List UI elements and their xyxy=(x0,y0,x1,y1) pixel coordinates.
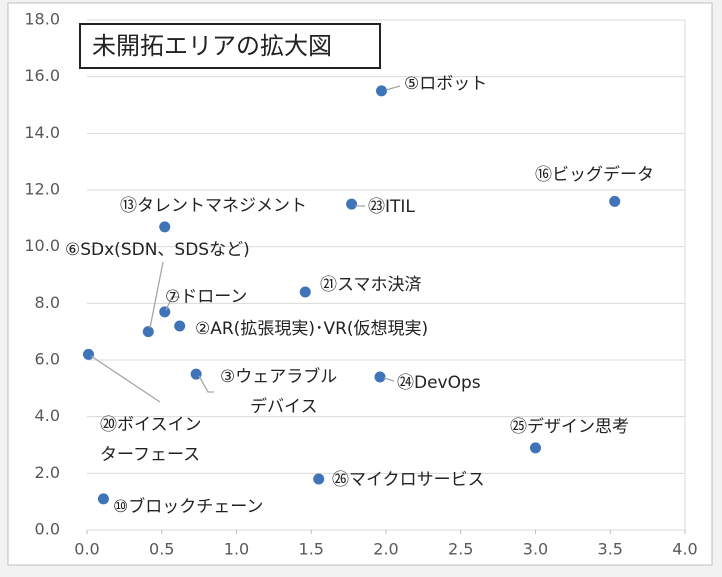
point xyxy=(609,195,621,207)
point-label: ⑬タレントマネジメント xyxy=(120,196,307,216)
x-tick-label: 4.0 xyxy=(672,540,697,559)
y-tick-label: 14.0 xyxy=(24,123,60,142)
chart-frame xyxy=(7,2,713,566)
point xyxy=(313,473,325,485)
x-tick-label: 0.0 xyxy=(74,540,99,559)
x-tick-label: 1.5 xyxy=(299,540,324,559)
y-tick-label: 6.0 xyxy=(35,350,60,369)
point xyxy=(97,493,109,505)
chart-title: 未開拓エリアの拡大図 xyxy=(92,32,332,60)
point xyxy=(159,306,171,318)
y-tick-label: 16.0 xyxy=(24,66,60,85)
leader-line xyxy=(385,85,401,91)
point-label: ㉕デザイン思考 xyxy=(510,416,629,437)
y-tick-label: 4.0 xyxy=(35,406,60,425)
point xyxy=(374,371,386,383)
point-label: ㉓ITIL xyxy=(368,197,415,217)
point-label: デバイス xyxy=(250,396,318,417)
point xyxy=(159,221,171,233)
y-tick-label: 2.0 xyxy=(35,463,60,482)
point-label: ②AR(拡張現実)･VR(仮想現実) xyxy=(195,319,428,339)
point-label: ⑥SDx(SDN、SDSなど) xyxy=(65,240,250,260)
title-box xyxy=(79,23,381,69)
leader-line xyxy=(383,377,395,382)
point xyxy=(142,326,154,338)
point xyxy=(299,286,311,298)
x-tick-label: 2.5 xyxy=(448,540,473,559)
point-label: ⑯ビッグデータ xyxy=(535,164,654,185)
y-tick-label: 10.0 xyxy=(24,236,60,255)
point-label: ターフェース xyxy=(100,445,200,465)
point xyxy=(346,198,358,210)
x-tick-label: 3.5 xyxy=(598,540,623,559)
y-tick-label: 0.0 xyxy=(35,520,60,539)
point-label: ⑩ブロックチェーン xyxy=(113,496,263,517)
point-label: ㉑スマホ決済 xyxy=(320,275,422,295)
point-label: ⑦ドローン xyxy=(165,287,247,307)
x-tick-label: 1.0 xyxy=(224,540,249,559)
x-tick-label: 3.0 xyxy=(523,540,548,559)
point-label: ㉔DevOps xyxy=(397,373,481,393)
leader-line xyxy=(149,261,164,329)
point xyxy=(376,85,388,97)
y-tick-label: 12.0 xyxy=(24,180,60,199)
point-label: ⑳ボイスイン xyxy=(100,415,202,435)
x-tick-label: 0.5 xyxy=(149,540,174,559)
point-label: ⑤ロボット xyxy=(404,74,487,94)
leader-line xyxy=(198,375,214,393)
point-label: ㉖マイクロサービス xyxy=(332,470,485,490)
leader-line xyxy=(90,355,161,403)
point-label: ③ウェアラブル xyxy=(220,366,337,387)
leader-line xyxy=(165,296,180,311)
y-tick-label: 18.0 xyxy=(24,10,60,29)
y-tick-label: 8.0 xyxy=(35,293,60,312)
x-tick-label: 2.0 xyxy=(373,540,398,559)
point xyxy=(82,348,94,360)
point xyxy=(530,442,541,454)
point xyxy=(174,320,186,332)
